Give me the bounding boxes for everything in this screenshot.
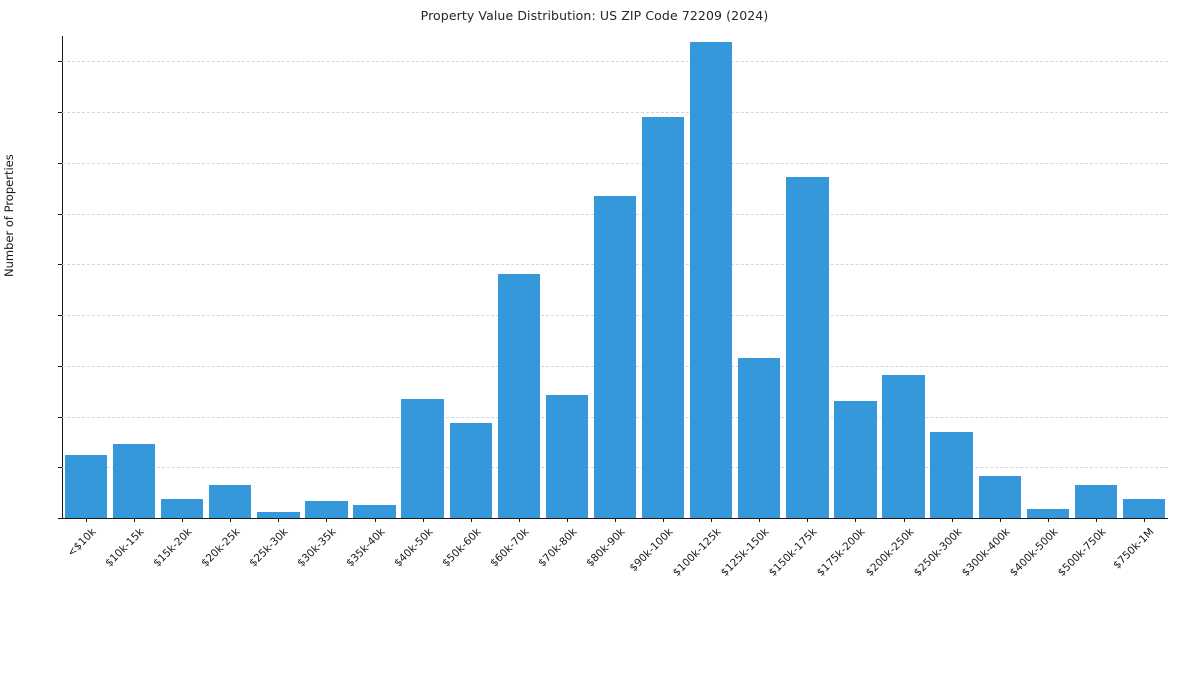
y-axis-tick-mark xyxy=(58,213,62,215)
x-axis-tick-mark xyxy=(807,518,809,522)
y-axis-tick-mark xyxy=(58,416,62,418)
x-axis-tick-mark xyxy=(374,518,376,522)
bar xyxy=(882,374,925,518)
bar xyxy=(209,485,252,518)
bar xyxy=(978,475,1021,518)
x-axis-tick-mark xyxy=(470,518,472,522)
bars-series xyxy=(62,36,1168,518)
x-axis-tick-mark xyxy=(759,518,761,522)
bar xyxy=(449,422,492,518)
y-axis-tick-mark xyxy=(58,112,62,114)
x-axis-tick-mark xyxy=(326,518,328,522)
gridline xyxy=(62,112,1168,114)
y-axis-tick-mark xyxy=(58,467,62,469)
bar xyxy=(305,500,348,518)
chart-title: Property Value Distribution: US ZIP Code… xyxy=(420,8,769,23)
bar xyxy=(1122,498,1166,518)
bar xyxy=(161,498,204,518)
x-axis-tick-mark xyxy=(86,518,88,522)
y-axis-spine xyxy=(62,36,63,518)
x-axis-tick-mark xyxy=(518,518,520,522)
bar xyxy=(834,400,877,518)
y-axis-tick-mark xyxy=(58,365,62,367)
plot-area xyxy=(62,36,1168,518)
bar xyxy=(545,394,589,518)
bar xyxy=(497,273,540,518)
x-axis-tick-mark xyxy=(422,518,424,522)
bar xyxy=(112,443,156,518)
x-axis-tick-mark xyxy=(566,518,568,522)
y-axis-tick-mark xyxy=(58,315,62,317)
chart-figure: Property Value Distribution: US ZIP Code… xyxy=(2,8,1168,579)
bar xyxy=(353,504,396,518)
x-axis-tick-mark xyxy=(951,518,953,522)
bar xyxy=(593,196,637,518)
bar xyxy=(1026,509,1069,518)
bar xyxy=(641,116,685,518)
x-axis-tick-mark xyxy=(1047,518,1049,522)
x-axis-tick-mark xyxy=(663,518,665,522)
y-axis-tick-mark xyxy=(58,162,62,164)
x-axis-tick-mark xyxy=(999,518,1001,522)
y-axis-tick-mark xyxy=(58,264,62,266)
y-axis-tick-mark xyxy=(58,518,62,519)
x-axis-tick-mark xyxy=(855,518,857,522)
x-axis-tick-mark xyxy=(903,518,905,522)
y-axis-label: Number of Properties xyxy=(2,154,16,277)
bar xyxy=(930,432,973,518)
gridline xyxy=(62,61,1168,63)
x-axis-tick-mark xyxy=(230,518,232,522)
bar xyxy=(738,357,781,518)
x-axis-tick-mark xyxy=(182,518,184,522)
x-axis-tick-mark xyxy=(1095,518,1097,522)
x-axis-tick-mark xyxy=(278,518,280,522)
bar xyxy=(401,398,444,518)
bar xyxy=(257,511,300,518)
x-axis-tick-mark xyxy=(711,518,713,522)
y-axis-tick-mark xyxy=(58,61,62,63)
x-axis-tick-mark xyxy=(615,518,616,522)
bar xyxy=(1074,485,1118,518)
bar xyxy=(690,42,733,518)
gridline xyxy=(62,162,1168,164)
x-axis-tick-mark xyxy=(1143,518,1145,522)
bar xyxy=(786,176,829,518)
bar xyxy=(64,454,108,518)
x-axis-tick-mark xyxy=(134,518,136,522)
